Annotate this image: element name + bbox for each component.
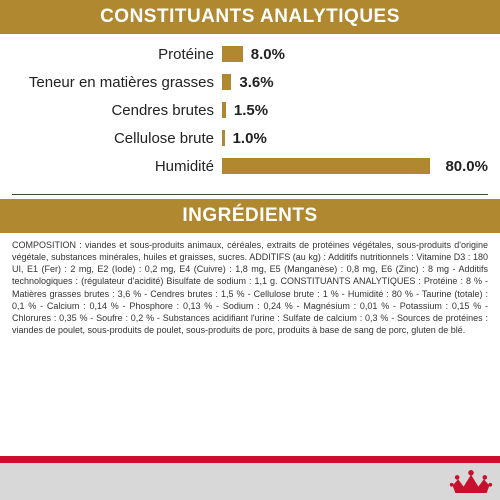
analytic-header: CONSTITUANTS ANALYTIQUES [0, 0, 500, 34]
chart-bar-area: 1.5% [222, 102, 488, 119]
chart-bar-value: 1.0% [233, 130, 267, 147]
chart-bar-area: 1.0% [222, 130, 488, 147]
chart-row-label: Cellulose brute [12, 130, 222, 147]
chart-bar-area: 3.6% [222, 74, 488, 91]
chart-bar [222, 46, 243, 62]
ingredients-header: INGRÉDIENTS [0, 199, 500, 233]
crown-icon [448, 467, 494, 497]
ingredients-text: COMPOSITION : viandes et sous-produits a… [0, 233, 500, 336]
divider [12, 194, 488, 195]
chart-row: Cellulose brute 1.0% [12, 128, 488, 148]
chart-bar-value: 8.0% [251, 46, 285, 63]
footer-stripe [0, 456, 500, 500]
chart-bar [222, 74, 231, 90]
chart-row-label: Humidité [12, 158, 222, 175]
chart-bar [222, 158, 430, 174]
analytic-chart: Protéine 8.0% Teneur en matières grasses 3.… [0, 34, 500, 190]
chart-bar-value: 1.5% [234, 102, 268, 119]
chart-row: Cendres brutes 1.5% [12, 100, 488, 120]
chart-row: Humidité 80.0% [12, 156, 488, 176]
chart-bar-area: 80.0% [222, 158, 488, 174]
chart-row-label: Protéine [12, 46, 222, 63]
chart-row: Protéine 8.0% [12, 44, 488, 64]
chart-bar [222, 102, 226, 118]
chart-row-label: Cendres brutes [12, 102, 222, 119]
chart-bar [222, 130, 225, 146]
chart-row: Teneur en matières grasses 3.6% [12, 72, 488, 92]
chart-bar-value: 80.0% [445, 158, 488, 175]
chart-bar-area: 8.0% [222, 46, 488, 63]
chart-bar-value: 3.6% [239, 74, 273, 91]
chart-row-label: Teneur en matières grasses [12, 74, 222, 91]
